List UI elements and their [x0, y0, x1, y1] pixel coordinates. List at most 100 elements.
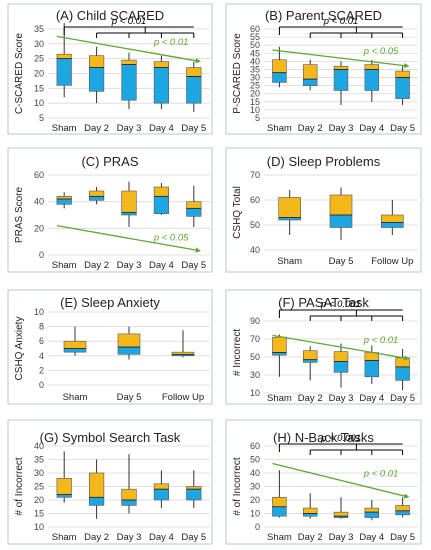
- box-day-4: [364, 500, 380, 521]
- y-tick-label: 20: [250, 495, 260, 505]
- box-lower-quartile: [89, 496, 105, 506]
- y-tick-label: 8: [39, 322, 44, 332]
- box-lower-quartile: [56, 198, 72, 205]
- category-label: Day 5: [181, 260, 206, 271]
- box-lower-quartile: [153, 196, 169, 214]
- category-label: Day 3: [117, 123, 142, 134]
- box-day-2: [302, 346, 318, 381]
- box-upper-quartile: [302, 64, 318, 80]
- trend-significance-label: p < 0.05: [153, 232, 189, 243]
- box-day-5: [395, 66, 410, 106]
- box-day-3: [121, 181, 137, 227]
- box-upper-quartile: [186, 201, 202, 209]
- y-tick-label: 10: [250, 388, 260, 398]
- category-label: Day 4: [359, 393, 384, 404]
- box-day-3: [333, 343, 349, 388]
- box-lower-quartile: [329, 214, 353, 228]
- y-tick-label: 50: [250, 220, 260, 230]
- box-upper-quartile: [395, 70, 410, 78]
- trend-arrow-head: [403, 355, 410, 361]
- y-axis-title: # of Incorrect: [14, 457, 25, 516]
- y-tick-label: 40: [250, 468, 260, 478]
- category-label: Day 4: [149, 123, 174, 134]
- box-day-3: [121, 52, 137, 110]
- y-tick-label: 15: [34, 83, 44, 93]
- box-upper-quartile: [121, 488, 137, 501]
- category-label: Day 4: [359, 123, 384, 134]
- box-lower-quartile: [89, 67, 105, 92]
- box-follow-up: [171, 330, 195, 358]
- box-lower-quartile: [121, 499, 137, 506]
- panel-title: (B) Parent SCARED: [265, 8, 382, 23]
- y-tick-label: 20: [34, 495, 44, 505]
- box-day-5: [395, 497, 410, 518]
- y-tick-label: 30: [34, 468, 44, 478]
- category-label: Day 3: [329, 393, 354, 404]
- category-label: Day 5: [390, 123, 415, 134]
- trend-significance-label: p < 0.01: [153, 37, 189, 48]
- panel-frame: [7, 147, 213, 273]
- significance-bracket: p < 0.001: [278, 299, 404, 321]
- category-label: Sham: [52, 532, 77, 543]
- box-sham: [56, 451, 72, 503]
- category-label: Day 4: [359, 532, 384, 543]
- panel-frame: [225, 147, 422, 273]
- box-lower-quartile: [364, 69, 380, 91]
- y-tick-label: 45: [250, 48, 260, 58]
- category-label: Day 4: [149, 260, 174, 271]
- category-label: Day 5: [117, 392, 142, 403]
- y-tick-label: 40: [34, 441, 44, 451]
- box-lower-quartile: [395, 77, 410, 99]
- chart-panel: (D) Sleep Problems CSHQ Total 40 50 60 70 Sham…: [225, 147, 422, 273]
- box-upper-quartile: [56, 478, 72, 495]
- y-tick-label: 2: [39, 365, 44, 375]
- box-follow-up: [381, 200, 404, 235]
- trend-arrow-head: [195, 58, 202, 64]
- box-lower-quartile: [395, 510, 410, 516]
- category-label: Day 2: [298, 532, 323, 543]
- category-label: Follow Up: [162, 392, 204, 403]
- category-label: Day 5: [390, 532, 415, 543]
- y-tick-label: 50: [250, 40, 260, 50]
- category-label: Day 5: [181, 123, 206, 134]
- trend-arrow-line: [56, 35, 198, 62]
- box-day-3: [333, 61, 349, 106]
- y-tick-label: 35: [34, 24, 44, 34]
- chart-panel: (E) Sleep Anxiety CSHQ Anxiety 0 2 4 6 8 10 Sham…: [7, 289, 213, 405]
- box-lower-quartile: [272, 72, 287, 83]
- y-tick-label: 10: [34, 98, 44, 108]
- box-lower-quartile: [333, 69, 349, 91]
- box-upper-quartile: [56, 53, 72, 59]
- box-upper-quartile: [153, 186, 169, 197]
- trend-arrow-head: [195, 247, 202, 253]
- y-axis-title: P-SCARED Score: [232, 33, 243, 114]
- trend-arrow-head: [403, 493, 410, 499]
- box-lower-quartile: [56, 494, 72, 498]
- box-upper-quartile: [364, 507, 380, 513]
- box-day-5: [395, 348, 410, 391]
- box-upper-quartile: [121, 59, 137, 65]
- y-tick-label: 5: [39, 113, 44, 123]
- box-lower-quartile: [395, 366, 410, 381]
- category-label: Day 2: [84, 532, 109, 543]
- category-label: Day 5: [181, 532, 206, 543]
- trend-annotation: p < 0.05: [56, 225, 202, 253]
- box-upper-quartile: [89, 472, 105, 498]
- chart-panel: (A) Child SCARED C-SCARED Score 5 10 15 20 25 3…: [7, 3, 213, 135]
- category-label: Day 4: [149, 532, 174, 543]
- significance-bracket: p < 0.001: [278, 433, 404, 455]
- y-tick-label: 10: [34, 522, 44, 532]
- box-upper-quartile: [333, 351, 349, 362]
- box-upper-quartile: [333, 65, 349, 70]
- category-label: Day 5: [390, 393, 415, 404]
- category-label: Sham: [267, 393, 292, 404]
- box-upper-quartile: [278, 197, 301, 218]
- box-day-4: [364, 345, 380, 384]
- y-tick-label: 0: [39, 250, 44, 260]
- box-upper-quartile: [153, 61, 169, 68]
- chart-panel: (C) PRAS PRAS Score 0 20 40 60 Sham Day 2 Day 3 D…: [7, 147, 213, 273]
- y-axis-title: # of Incorrect: [232, 457, 243, 516]
- y-tick-label: 25: [34, 482, 44, 492]
- trend-annotation: p < 0.01: [272, 334, 410, 361]
- panel-frame: [225, 3, 422, 135]
